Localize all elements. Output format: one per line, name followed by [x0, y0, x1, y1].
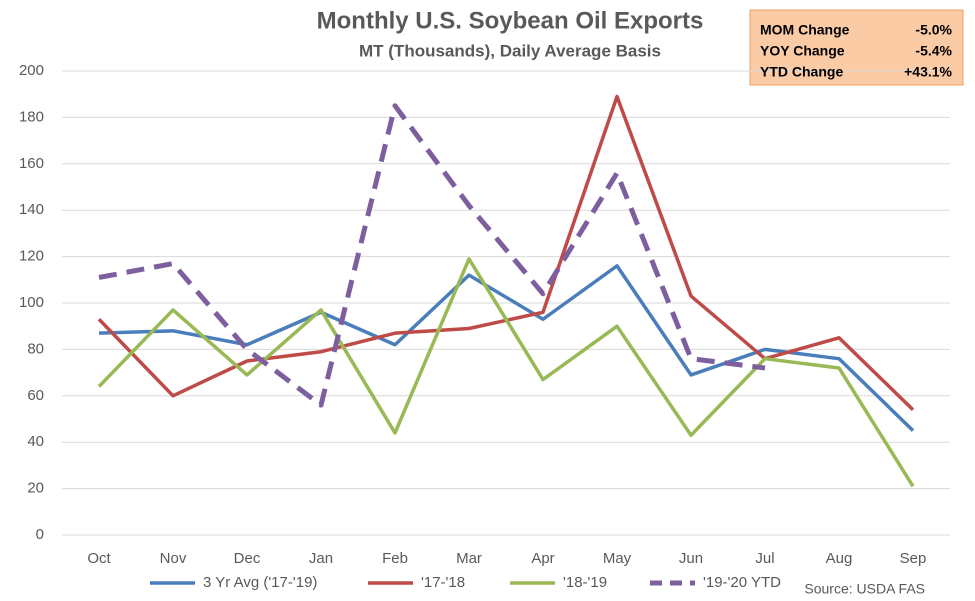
x-tick-label: Nov: [160, 550, 187, 567]
legend-label: '17-'18: [421, 574, 465, 591]
y-tick-label: 80: [27, 340, 44, 357]
info-box: [749, 9, 964, 86]
legend-label: '18-'19: [563, 574, 607, 591]
x-tick-label: Dec: [234, 550, 261, 567]
info-label: MOM Change: [760, 22, 850, 38]
x-tick-label: Aug: [826, 550, 853, 567]
y-tick-label: 40: [27, 433, 44, 450]
legend-label: 3 Yr Avg ('17-'19): [203, 574, 317, 591]
y-tick-label: 60: [27, 387, 44, 404]
info-label: YOY Change: [760, 43, 845, 59]
x-tick-label: Mar: [456, 550, 482, 567]
series-line: [97, 257, 915, 488]
x-tick-label: Oct: [87, 550, 111, 567]
x-tick-label: Jul: [755, 550, 774, 567]
x-tick-label: Jun: [679, 550, 703, 567]
y-tick-label: 100: [19, 294, 44, 311]
series-line: [98, 264, 915, 432]
x-tick-label: Feb: [382, 550, 408, 567]
info-label: YTD Change: [760, 64, 843, 80]
info-value: -5.4%: [915, 43, 952, 59]
y-tick-label: 180: [19, 108, 44, 125]
x-tick-label: Jan: [309, 550, 333, 567]
legend-label: '19-'20 YTD: [703, 574, 781, 591]
x-tick-label: May: [603, 550, 632, 567]
x-tick-label: Sep: [900, 550, 927, 567]
x-tick-label: Apr: [531, 550, 554, 567]
source: Source: USDA FAS: [804, 581, 925, 597]
chart-title: Monthly U.S. Soybean Oil Exports: [317, 7, 704, 34]
y-tick-label: 200: [19, 62, 44, 79]
y-tick-label: 20: [27, 480, 44, 497]
series-line: [98, 103, 766, 408]
y-tick-label: 160: [19, 155, 44, 172]
y-tick-label: 120: [19, 248, 44, 265]
info-value: -5.0%: [915, 22, 952, 38]
chart-subtitle: MT (Thousands), Daily Average Basis: [359, 41, 661, 60]
y-tick-label: 140: [19, 201, 44, 218]
y-tick-label: 0: [36, 526, 44, 543]
info-value: +43.1%: [904, 64, 952, 80]
